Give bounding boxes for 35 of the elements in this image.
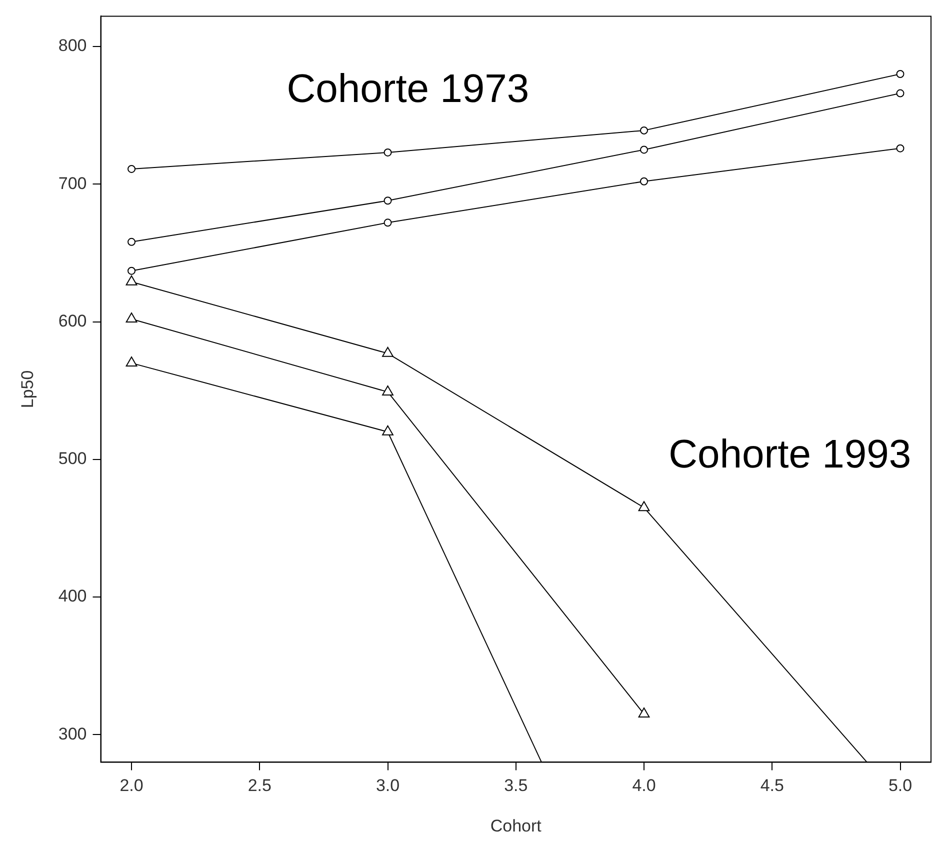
y-tick-label: 600 bbox=[58, 311, 87, 330]
point bbox=[896, 144, 904, 152]
point bbox=[384, 196, 392, 205]
y-tick-label: 800 bbox=[58, 36, 87, 56]
x-tick-label: 3.5 bbox=[504, 776, 528, 796]
point bbox=[382, 346, 394, 357]
x-tick-label: 4.5 bbox=[760, 776, 784, 796]
y-tick-label: 300 bbox=[58, 724, 87, 744]
y-tick-label: 400 bbox=[58, 586, 87, 606]
point bbox=[896, 70, 904, 78]
point bbox=[126, 275, 138, 286]
y-axis-title: Lp50 bbox=[18, 370, 37, 408]
point bbox=[640, 146, 648, 154]
point bbox=[638, 708, 650, 718]
point bbox=[128, 238, 136, 246]
annotation: Cohorte 1973 bbox=[286, 66, 530, 111]
point bbox=[128, 164, 136, 173]
point bbox=[640, 177, 648, 186]
point bbox=[896, 89, 904, 98]
x-axis-title: Cohort bbox=[490, 816, 542, 836]
annotation: Cohorte 1993 bbox=[668, 432, 912, 476]
point bbox=[384, 218, 392, 227]
point bbox=[638, 501, 650, 512]
x-tick-label: 2.5 bbox=[248, 776, 272, 796]
x-tick-label: 4.0 bbox=[632, 776, 656, 796]
point bbox=[640, 126, 648, 134]
x-tick-label: 2.0 bbox=[120, 776, 144, 796]
x-tick-label: 3.0 bbox=[376, 776, 400, 796]
point bbox=[126, 312, 138, 323]
y-tick-label: 500 bbox=[58, 449, 87, 468]
point bbox=[128, 266, 136, 275]
x-tick-label: 5.0 bbox=[888, 776, 912, 796]
point bbox=[382, 385, 394, 396]
y-tick-label: 700 bbox=[58, 174, 87, 193]
point bbox=[384, 148, 392, 156]
